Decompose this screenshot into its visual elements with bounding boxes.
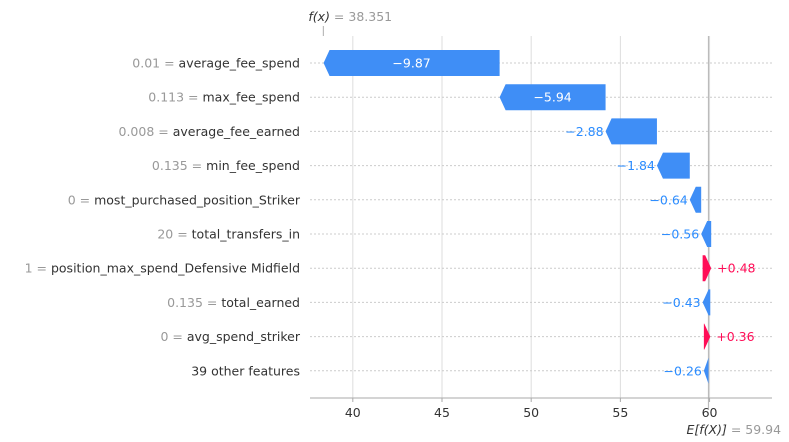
feature-label: 0.113 = max_fee_spend (148, 90, 300, 105)
bar-value-label: −9.87 (392, 56, 430, 71)
bar-total-earned (702, 289, 711, 316)
bar-value-label: −0.43 (662, 295, 700, 310)
bar-value-label: −0.64 (649, 192, 687, 207)
bar-value-label: −0.26 (664, 363, 702, 378)
bar-value-label: −0.56 (661, 227, 699, 242)
feature-name: total_earned (221, 295, 300, 310)
feature-value: 20 = (157, 227, 191, 242)
feature-label: 0.135 = min_fee_spend (152, 158, 300, 173)
feature-value: 0.135 = (152, 158, 206, 173)
feature-name: total_transfers_in (192, 227, 300, 242)
x-tick-label: 50 (523, 405, 539, 420)
feature-label: 0.135 = total_earned (167, 295, 300, 310)
bar-value-label: +0.36 (716, 329, 754, 344)
bar-average-fee-spend (323, 50, 500, 76)
bar-value-label: −5.94 (533, 90, 571, 105)
feature-name: max_fee_spend (202, 90, 300, 105)
bar-position-max-spend-defensive-midfield (702, 255, 712, 282)
feature-label: 0.01 = average_fee_spend (132, 56, 300, 71)
efx-prefix: E[f(X)] (686, 422, 726, 437)
bar-avg-spend-striker (703, 323, 711, 350)
bars-group: −9.87 −5.94 −2.88 −1.84 −0.64 −0.56 +0.48 −0.43… (323, 50, 756, 384)
feature-label: 20 = total_transfers_in (157, 227, 300, 242)
feature-name: average_fee_earned (173, 124, 300, 139)
bar-average-fee-earned (605, 118, 657, 145)
feature-name: average_fee_spend (179, 56, 300, 71)
grid-lines (310, 26, 772, 410)
bar-value-label: −1.84 (617, 158, 655, 173)
fx-prefix: f(x) (308, 9, 330, 24)
feature-value: 0.008 = (119, 124, 173, 139)
bar-max-fee-spend (499, 84, 606, 111)
efx-value: = 59.94 (727, 422, 781, 437)
fx-value: = 38.351 (330, 9, 392, 24)
bar-total-transfers-in (701, 221, 712, 247)
bar-most-purchased-position-striker (689, 186, 702, 213)
x-tick-label: 60 (702, 405, 718, 420)
feature-value: 0 = (68, 192, 94, 207)
x-tick-label: 55 (612, 405, 628, 420)
feature-name: min_fee_spend (206, 158, 300, 173)
feature-name: most_purchased_position_Striker (94, 192, 301, 207)
bar-min-fee-spend (656, 152, 690, 179)
feature-label: 0 = most_purchased_position_Striker (68, 192, 301, 207)
feature-value: 0 = (160, 329, 186, 344)
bar-value-label: −2.88 (565, 124, 603, 139)
feature-label: 0 = avg_spend_striker (160, 329, 300, 344)
feature-value: 0.01 = (132, 56, 178, 71)
efx-label: E[f(X)] = 59.94 (686, 422, 781, 437)
bar-value-label: +0.48 (717, 261, 755, 276)
feature-value: 1 = (25, 261, 51, 276)
feature-name: avg_spend_striker (187, 329, 301, 344)
feature-label: 1 = position_max_spend_Defensive Midfiel… (25, 261, 300, 276)
feature-value: 0.135 = (167, 295, 221, 310)
feature-labels-group: 0.01 = average_fee_spend 0.113 = max_fee_… (25, 56, 301, 379)
feature-value: 0.113 = (148, 90, 202, 105)
feature-name: 39 other features (191, 363, 300, 378)
x-axis: 40 45 50 55 60 (310, 397, 772, 420)
feature-label: 0.008 = average_fee_earned (119, 124, 301, 139)
x-tick-label: 45 (434, 405, 450, 420)
feature-label: 39 other features (191, 363, 300, 378)
fx-label: f(x) = 38.351 (308, 9, 392, 24)
bar-39-other-features (703, 357, 709, 384)
x-tick-label: 40 (345, 405, 361, 420)
feature-name: position_max_spend_Defensive Midfield (51, 261, 300, 276)
